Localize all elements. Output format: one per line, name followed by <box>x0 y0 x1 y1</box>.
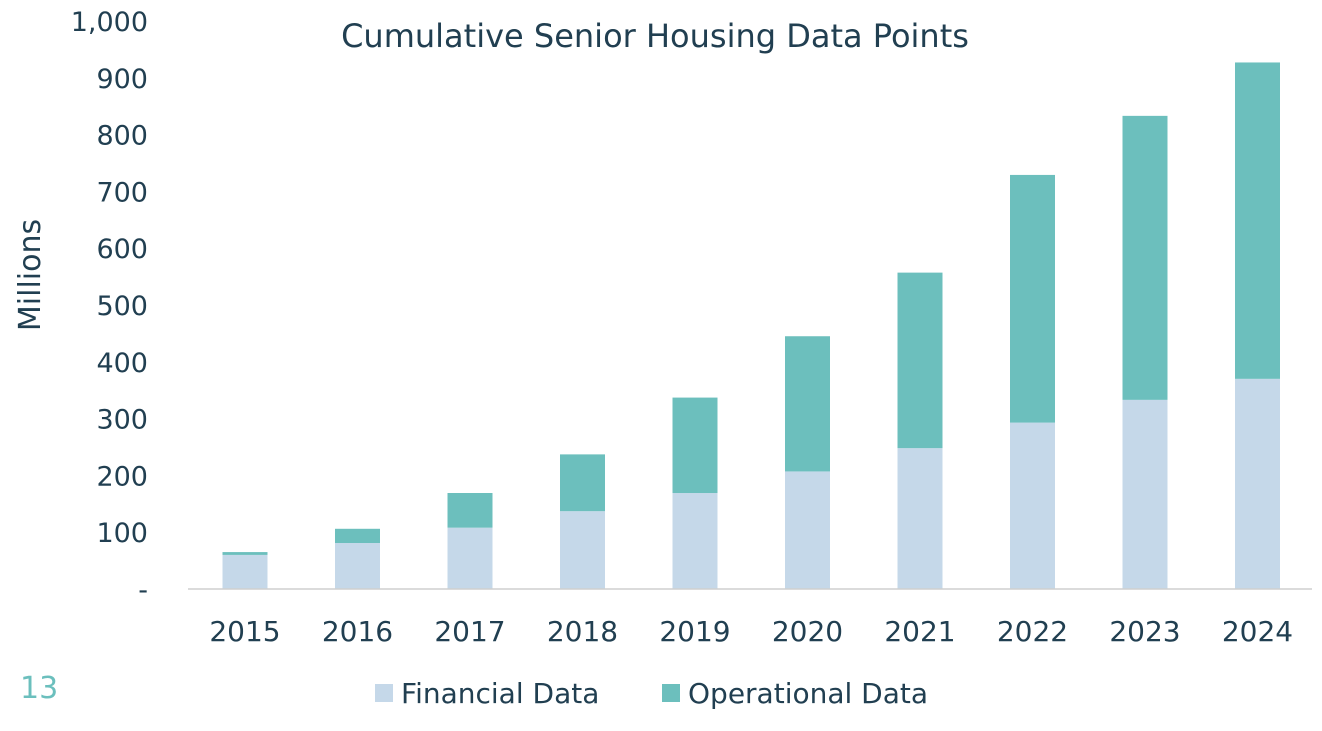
page-number: 13 <box>20 671 58 706</box>
x-tick-label: 2022 <box>997 615 1068 648</box>
y-tick-label: 1,000 <box>71 7 148 38</box>
chart-title: Cumulative Senior Housing Data Points <box>341 17 969 55</box>
y-tick-label: 700 <box>96 177 148 208</box>
bar-financial-2019 <box>672 493 718 589</box>
y-axis-ticks: - 100 200 300 400 500 600 700 800 900 1,000 <box>71 7 148 606</box>
bar-financial-2022 <box>1010 422 1055 589</box>
bar-financial-2020 <box>785 471 830 589</box>
x-tick-label: 2020 <box>772 615 843 648</box>
bar-operational-2017 <box>447 493 493 528</box>
y-tick-label: 200 <box>96 461 148 492</box>
x-axis-ticks: 2015 2016 2017 2018 2019 2020 2021 2022 2023 2024 <box>209 615 1293 648</box>
legend-label-operational: Operational Data <box>688 677 928 710</box>
x-tick-label: 2018 <box>547 615 618 648</box>
x-tick-label: 2015 <box>209 615 280 648</box>
bar-operational-2023 <box>1122 115 1168 400</box>
x-tick-label: 2023 <box>1109 615 1180 648</box>
bar-financial-2017 <box>447 527 493 589</box>
bar-operational-2018 <box>560 454 605 512</box>
bar-operational-2020 <box>785 336 830 472</box>
legend-swatch-operational <box>662 684 680 702</box>
y-tick-label: - <box>138 575 148 606</box>
bar-financial-2015 <box>222 554 268 589</box>
y-tick-label: 600 <box>96 234 148 265</box>
y-tick-label: 400 <box>96 348 148 379</box>
bar-financial-2021 <box>897 448 943 589</box>
x-tick-label: 2016 <box>322 615 393 648</box>
legend: Financial Data Operational Data <box>375 677 928 710</box>
x-tick-label: 2024 <box>1222 615 1293 648</box>
bar-operational-2021 <box>897 272 943 449</box>
bar-financial-2023 <box>1122 399 1168 589</box>
y-tick-label: 800 <box>96 121 148 152</box>
bar-financial-2024 <box>1235 378 1280 589</box>
bar-operational-2022 <box>1010 174 1055 423</box>
bar-operational-2015 <box>222 552 268 555</box>
y-tick-label: 300 <box>96 405 148 436</box>
bar-financial-2018 <box>560 511 605 589</box>
bar-financial-2016 <box>335 542 380 589</box>
bars <box>222 62 1280 589</box>
bar-operational-2019 <box>672 397 718 494</box>
y-tick-label: 900 <box>96 64 148 95</box>
x-tick-label: 2017 <box>434 615 505 648</box>
legend-label-financial: Financial Data <box>401 677 599 710</box>
legend-swatch-financial <box>375 684 393 702</box>
bar-operational-2024 <box>1235 62 1280 379</box>
x-tick-label: 2019 <box>659 615 730 648</box>
x-tick-label: 2021 <box>884 615 955 648</box>
y-tick-label: 100 <box>96 518 148 549</box>
bar-operational-2016 <box>335 528 380 543</box>
y-tick-label: 500 <box>96 291 148 322</box>
y-axis-label: Millions <box>13 219 48 331</box>
